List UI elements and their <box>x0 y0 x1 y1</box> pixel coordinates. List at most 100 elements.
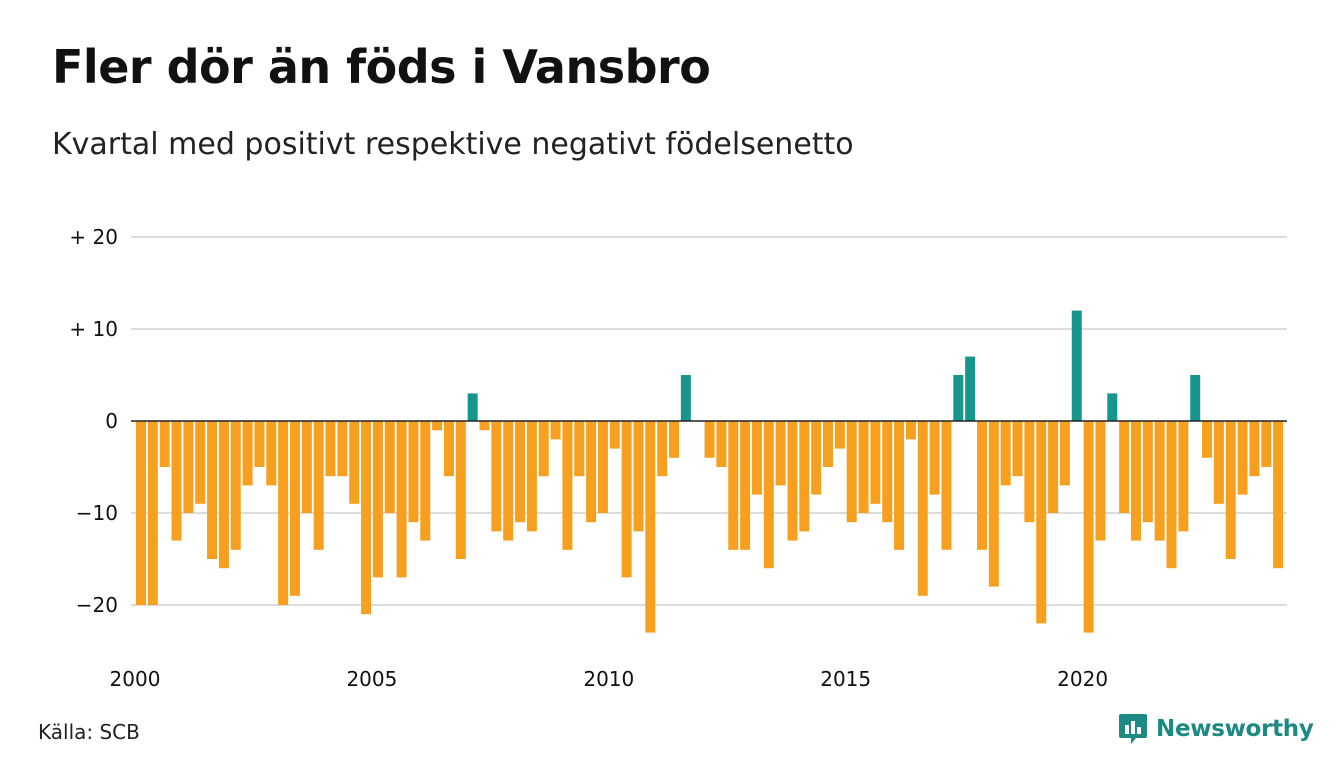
bar-negative <box>420 421 431 541</box>
bar-negative <box>988 421 999 587</box>
bar-negative <box>645 421 656 633</box>
bar-negative <box>621 421 632 578</box>
bar-negative <box>905 421 916 440</box>
bar-negative <box>657 421 668 477</box>
bar-positive <box>965 356 976 421</box>
x-tick-label: 2020 <box>1057 667 1108 691</box>
bar-negative <box>195 421 206 504</box>
bar-negative <box>384 421 395 513</box>
bar-negative <box>1000 421 1011 486</box>
bar-negative <box>1178 421 1189 532</box>
bar-negative <box>1036 421 1047 624</box>
bar-negative <box>609 421 620 449</box>
newsworthy-logo[interactable]: Newsworthy <box>1118 712 1314 746</box>
bar-negative <box>1083 421 1094 633</box>
bar-negative <box>171 421 182 541</box>
y-tick-label: 0 <box>105 409 118 433</box>
bar-positive <box>1107 393 1118 421</box>
newsworthy-bar-icon <box>1119 714 1147 744</box>
bar-negative <box>882 421 893 523</box>
bar-negative <box>941 421 952 550</box>
bar-negative <box>562 421 573 550</box>
bar-negative <box>538 421 549 477</box>
grid-lines <box>131 236 1287 606</box>
bar-negative <box>1202 421 1213 458</box>
bar-negative <box>455 421 466 559</box>
y-tick-label: + 20 <box>69 225 118 249</box>
chart-title: Fler dör än föds i Vansbro <box>52 40 711 94</box>
bar-negative <box>775 421 786 486</box>
bar-positive <box>467 393 478 421</box>
x-tick-label: 2015 <box>820 667 871 691</box>
bar-negative <box>1119 421 1130 513</box>
bar-negative <box>1142 421 1153 523</box>
bar-negative <box>515 421 526 523</box>
bar-negative <box>1225 421 1236 559</box>
bar-negative <box>337 421 348 477</box>
bar-negative <box>1166 421 1177 569</box>
chart-subtitle: Kvartal med positivt respektive negativt… <box>52 127 854 162</box>
bar-negative <box>278 421 289 605</box>
bar-negative <box>136 421 146 605</box>
bar-negative <box>1059 421 1070 486</box>
bar-negative <box>834 421 845 449</box>
bar-negative <box>207 421 218 559</box>
bar-negative <box>787 421 798 541</box>
brand-name: Newsworthy <box>1156 716 1314 742</box>
bar-negative <box>823 421 834 467</box>
bar-negative <box>1012 421 1023 477</box>
bar-negative <box>526 421 537 532</box>
bar-negative <box>1273 421 1284 569</box>
bar-negative <box>266 421 277 486</box>
bar-negative <box>503 421 514 541</box>
bar-negative <box>491 421 502 532</box>
bar-negative <box>550 421 561 440</box>
bar-negative <box>751 421 762 495</box>
bar-negative <box>586 421 597 523</box>
bar-chart: + 20 + 10 0 −10 −20 2000 2005 2010 2015 2020 <box>69 225 1287 691</box>
bar-negative <box>1095 421 1106 541</box>
bar-negative <box>325 421 336 477</box>
bar-negative <box>633 421 644 532</box>
bar-negative <box>313 421 324 550</box>
bar-negative <box>242 421 253 486</box>
bar-negative <box>799 421 810 532</box>
bar-negative <box>1261 421 1272 467</box>
bar-negative <box>929 421 940 495</box>
y-tick-label: −20 <box>76 593 118 617</box>
bar-negative <box>728 421 739 550</box>
bar-negative <box>763 421 774 569</box>
bar-negative <box>1213 421 1224 504</box>
bar-negative <box>361 421 372 615</box>
x-tick-label: 2010 <box>583 667 634 691</box>
bar-negative <box>254 421 265 467</box>
bar-negative <box>1249 421 1260 477</box>
bar-negative <box>870 421 881 504</box>
bar-negative <box>432 421 443 431</box>
y-tick-label: −10 <box>76 501 118 525</box>
bar-negative <box>147 421 158 605</box>
x-tick-label: 2005 <box>346 667 397 691</box>
bar-negative <box>704 421 715 458</box>
bar-positive <box>680 375 691 421</box>
x-tick-label: 2000 <box>110 667 161 691</box>
bar-negative <box>574 421 585 477</box>
source-note: Källa: SCB <box>38 720 140 744</box>
bar-negative <box>1237 421 1248 495</box>
bar-negative <box>669 421 680 458</box>
bar-positive <box>1071 310 1082 421</box>
x-axis-ticks: 2000 2005 2010 2015 2020 <box>110 667 1109 691</box>
bar-negative <box>301 421 312 513</box>
bar-negative <box>372 421 383 578</box>
bar-negative <box>811 421 822 495</box>
bar-negative <box>230 421 241 550</box>
bar-positive <box>1190 375 1201 421</box>
y-axis-ticks: + 20 + 10 0 −10 −20 <box>69 225 118 617</box>
bar-negative <box>1024 421 1035 523</box>
bar-negative <box>1154 421 1165 541</box>
bar-negative <box>349 421 360 504</box>
bar-negative <box>917 421 928 596</box>
bar-negative <box>479 421 490 431</box>
bar-negative <box>740 421 751 550</box>
bar-negative <box>289 421 300 596</box>
